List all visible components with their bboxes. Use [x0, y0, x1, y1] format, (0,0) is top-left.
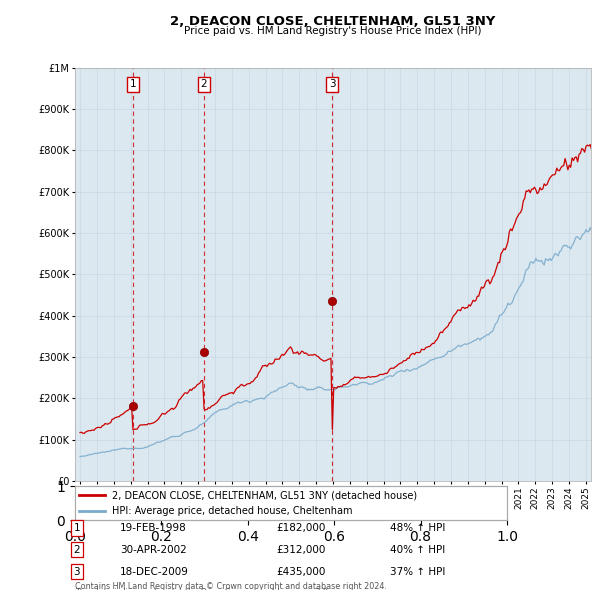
- Text: This data is licensed under the Open Government Licence v3.0.: This data is licensed under the Open Gov…: [75, 588, 331, 590]
- Text: 2: 2: [73, 545, 80, 555]
- Text: 18-DEC-2009: 18-DEC-2009: [120, 567, 189, 576]
- Text: 2, DEACON CLOSE, CHELTENHAM, GL51 3NY: 2, DEACON CLOSE, CHELTENHAM, GL51 3NY: [170, 15, 496, 28]
- Text: 19-FEB-1998: 19-FEB-1998: [120, 523, 187, 533]
- Text: Price paid vs. HM Land Registry's House Price Index (HPI): Price paid vs. HM Land Registry's House …: [184, 26, 482, 36]
- Text: 40% ↑ HPI: 40% ↑ HPI: [390, 545, 445, 555]
- Text: 3: 3: [73, 567, 80, 576]
- Text: £435,000: £435,000: [276, 567, 325, 576]
- Text: Contains HM Land Registry data © Crown copyright and database right 2024.: Contains HM Land Registry data © Crown c…: [75, 582, 387, 590]
- Text: HPI: Average price, detached house, Cheltenham: HPI: Average price, detached house, Chel…: [112, 506, 352, 516]
- Text: 1: 1: [130, 80, 136, 89]
- Text: 30-APR-2002: 30-APR-2002: [120, 545, 187, 555]
- Text: 37% ↑ HPI: 37% ↑ HPI: [390, 567, 445, 576]
- Text: 48% ↑ HPI: 48% ↑ HPI: [390, 523, 445, 533]
- Text: 3: 3: [329, 80, 335, 89]
- Text: 2: 2: [200, 80, 207, 89]
- Text: 2, DEACON CLOSE, CHELTENHAM, GL51 3NY (detached house): 2, DEACON CLOSE, CHELTENHAM, GL51 3NY (d…: [112, 490, 417, 500]
- Text: £312,000: £312,000: [276, 545, 325, 555]
- Text: £182,000: £182,000: [276, 523, 325, 533]
- Text: 1: 1: [73, 523, 80, 533]
